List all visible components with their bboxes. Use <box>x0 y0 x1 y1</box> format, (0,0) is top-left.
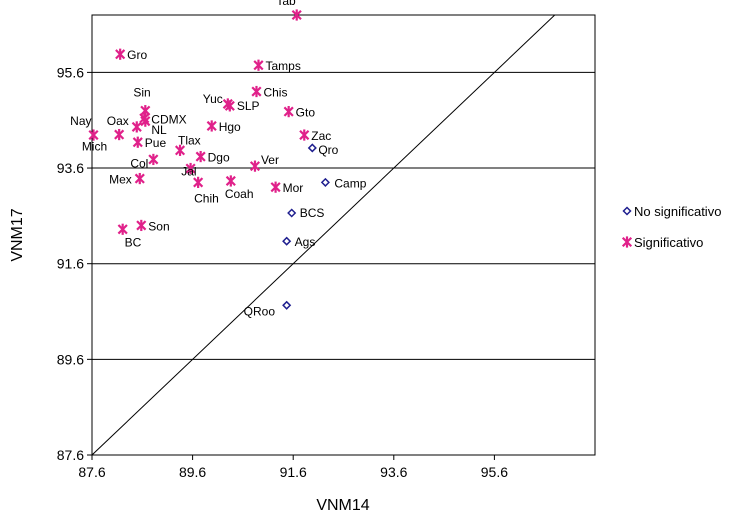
point-bc <box>117 223 128 235</box>
point-nay <box>88 129 99 141</box>
legend-label: No significativo <box>634 204 721 219</box>
point-label-bcs: BCS <box>300 206 325 220</box>
point-tamps <box>253 59 264 71</box>
y-tick-label: 93.6 <box>57 160 84 176</box>
point-label-chih: Chih <box>194 191 219 205</box>
legend: No significativo Significativo <box>621 204 721 250</box>
point-label-qro: Qro <box>318 143 338 157</box>
point-label-yuc: Yuc <box>203 92 223 106</box>
point-dgo <box>195 150 206 163</box>
legend-marker-significativo <box>621 236 633 248</box>
point-ver <box>249 160 261 172</box>
point-label-ver: Ver <box>261 153 279 167</box>
point-label-hgo: Hgo <box>219 120 241 134</box>
y-tick-label: 87.6 <box>57 447 84 463</box>
point-pue <box>132 136 143 148</box>
point-mex <box>134 172 145 185</box>
point-slp <box>224 100 235 112</box>
point-tab <box>291 9 302 21</box>
point-label-qroo: QRoo <box>244 304 276 318</box>
point-label-gro: Gro <box>127 48 147 62</box>
plot-area <box>91 14 596 456</box>
point-label-mor: Mor <box>283 181 304 195</box>
point-label-tab: Tab <box>276 0 296 8</box>
point-label-oax: Oax <box>107 114 129 128</box>
reference-line-group <box>92 15 556 455</box>
x-tick-label: 93.6 <box>380 464 407 480</box>
point-gto <box>283 106 294 118</box>
gridlines <box>92 71 595 360</box>
point-label-zac: Zac <box>311 129 331 143</box>
point-label-gto: Gto <box>296 106 316 120</box>
y-axis-ticks: 87.6 89.6 91.6 93.6 95.6 <box>57 64 92 463</box>
point-label-tlax: Tlax <box>178 133 201 147</box>
point-label-son: Son <box>148 219 169 233</box>
y-tick-label: 95.6 <box>57 64 84 80</box>
point-hgo <box>206 120 217 132</box>
point-label-cdmx: CDMX <box>151 112 186 126</box>
point-qroo <box>282 300 292 310</box>
point-label-nay: Nay <box>70 114 91 128</box>
point-zac <box>299 129 310 141</box>
point-ags <box>282 236 292 246</box>
point-label-pue: Pue <box>145 136 167 150</box>
x-tick-label: 95.6 <box>481 464 508 480</box>
point-oax <box>131 121 142 133</box>
reference-line <box>92 15 556 455</box>
point-label-coah: Coah <box>225 187 254 201</box>
point-label-jal: Jal <box>181 165 196 179</box>
point-label-bc: BC <box>125 235 142 249</box>
x-axis-title: VNM14 <box>316 497 369 514</box>
point-label-ags: Ags <box>295 235 316 249</box>
point-labels: Qro Camp BCS Ags QRoo Tab Gro Tamps Chis Yuc SLP Si… <box>70 0 367 318</box>
x-axis-ticks: 87.6 89.6 91.6 93.6 95.6 <box>78 455 508 480</box>
point-chis <box>251 85 262 98</box>
point-chih <box>193 176 204 188</box>
point-label-camp: Camp <box>334 176 366 190</box>
point-label-col: Col <box>130 156 148 170</box>
point-tlax <box>174 144 186 156</box>
point-coah <box>225 175 236 187</box>
data-points <box>88 9 330 310</box>
point-son <box>136 219 147 232</box>
point-jal <box>185 162 196 175</box>
point-col <box>148 153 159 166</box>
point-label-nl: NL <box>151 123 167 137</box>
point-label-sin: Sin <box>133 86 150 100</box>
point-label-dgo: Dgo <box>208 151 230 165</box>
x-tick-label: 87.6 <box>78 464 105 480</box>
point-bcs <box>287 208 297 218</box>
point-mich <box>114 128 125 141</box>
point-qro <box>307 143 317 153</box>
point-camp <box>320 177 330 187</box>
y-tick-label: 89.6 <box>57 351 84 367</box>
point-label-mich: Mich <box>82 140 107 154</box>
point-label-mex: Mex <box>109 173 132 187</box>
point-nl <box>140 115 151 127</box>
point-label-chis: Chis <box>263 86 287 100</box>
legend-marker-no-significativo <box>622 206 632 216</box>
point-label-tamps: Tamps <box>265 59 300 73</box>
legend-label: Significativo <box>634 235 703 250</box>
point-mor <box>270 181 281 193</box>
y-axis-title: VNM17 <box>9 208 26 261</box>
y-tick-label: 91.6 <box>57 256 84 272</box>
x-tick-label: 91.6 <box>280 464 307 480</box>
x-tick-label: 89.6 <box>179 464 206 480</box>
point-gro <box>115 48 126 60</box>
point-label-slp: SLP <box>237 99 260 113</box>
